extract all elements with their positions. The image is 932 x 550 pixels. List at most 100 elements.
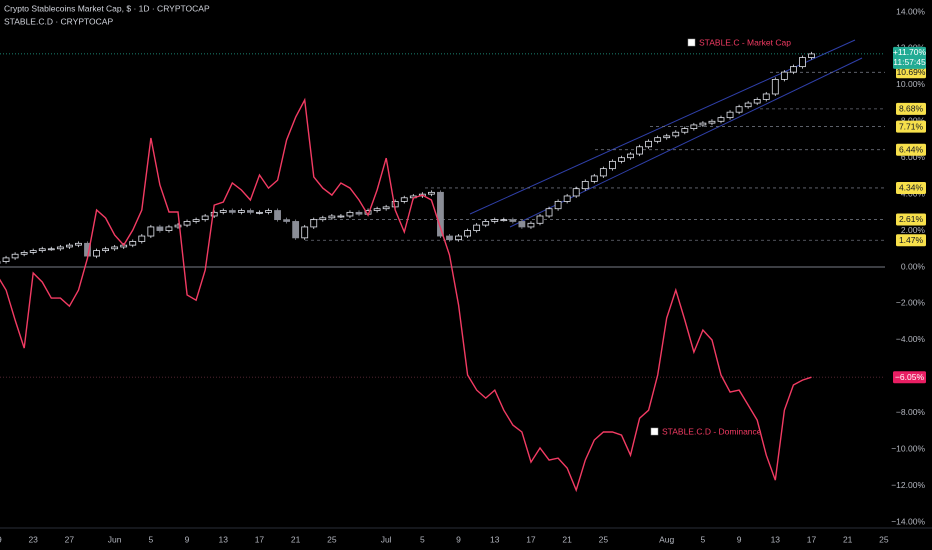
- candle-body: [744, 102, 752, 108]
- x-tick-label: Aug: [659, 534, 674, 544]
- countdown-label: 11:57:45: [893, 57, 926, 67]
- y-tick-label: −2.00%: [896, 298, 926, 308]
- candle-body: [427, 191, 435, 195]
- candle-body: [654, 137, 662, 142]
- candle-body: [56, 246, 64, 250]
- candle-body: [165, 226, 173, 231]
- candle-body: [518, 221, 526, 228]
- price-badge-label: 10.69%: [897, 67, 926, 77]
- candle-body: [219, 210, 227, 213]
- candle-body: [210, 211, 218, 217]
- candle-body: [618, 157, 625, 162]
- last-price-badge: [893, 46, 926, 69]
- candle-body: [599, 168, 607, 177]
- x-tick-label: 13: [771, 534, 781, 544]
- candle-body: [355, 211, 363, 215]
- candle-body: [192, 219, 200, 222]
- candle-body: [2, 257, 10, 262]
- candle-body: [663, 135, 671, 139]
- candle-body: [183, 221, 191, 226]
- y-tick-label: 14.00%: [896, 6, 925, 16]
- price-badge: [896, 66, 926, 79]
- candle-body: [319, 217, 327, 221]
- x-tick-label: 17: [807, 534, 817, 544]
- y-tick-label: 0.00%: [901, 261, 926, 271]
- candle-body: [545, 208, 553, 217]
- candle-body: [246, 210, 254, 213]
- y-tick-label: 6.00%: [901, 152, 926, 162]
- price-badge: [896, 213, 926, 226]
- candle-body: [47, 248, 55, 251]
- candle-body: [446, 235, 453, 241]
- candle-body: [808, 53, 815, 58]
- x-tick-label: 19: [0, 534, 2, 544]
- series-label: STABLE.C - Market Cap: [699, 37, 791, 47]
- x-tick-label: 25: [599, 534, 609, 544]
- candle-body: [228, 210, 236, 213]
- x-tick-label: 21: [562, 534, 572, 544]
- candle-body: [645, 140, 652, 148]
- price-badge-label: 4.34%: [899, 183, 924, 193]
- price-badge: [896, 143, 926, 156]
- candle-body: [373, 208, 381, 211]
- candle-body: [726, 111, 734, 119]
- candle-body: [464, 230, 472, 237]
- x-tick-label: 9: [185, 534, 190, 544]
- candle-body: [437, 191, 444, 237]
- candle-body: [156, 226, 164, 231]
- candle-body: [672, 131, 680, 137]
- price-badge-label: 2.61%: [899, 214, 924, 224]
- candle-body: [527, 222, 535, 228]
- candle-body: [256, 211, 263, 214]
- candle-body: [790, 66, 797, 73]
- price-badge: [896, 181, 926, 194]
- y-tick-label: −4.00%: [896, 334, 926, 344]
- candle-body: [609, 160, 616, 170]
- x-tick-label: 21: [843, 534, 853, 544]
- y-tick-label: −10.00%: [891, 443, 925, 453]
- candle-body: [283, 219, 291, 222]
- legend-icon: [650, 427, 659, 436]
- legend-icon: [687, 38, 696, 47]
- candle-body: [29, 250, 37, 253]
- x-tick-label: 13: [219, 534, 229, 544]
- candle-body: [265, 210, 272, 213]
- dominance-line: [0, 97, 812, 493]
- candle-body: [627, 153, 634, 159]
- candle-body: [799, 57, 806, 68]
- candle-body: [699, 122, 707, 126]
- price-badge: [896, 102, 926, 115]
- candle-body: [681, 128, 689, 133]
- y-tick-label: 2.00%: [901, 225, 926, 235]
- candle-body: [38, 248, 46, 252]
- price-badge-label: 8.68%: [899, 104, 924, 114]
- x-tick-label: 25: [879, 534, 889, 544]
- candle-body: [75, 242, 82, 246]
- x-tick-label: Jun: [108, 534, 122, 544]
- candle-body: [491, 219, 499, 222]
- candle-body: [111, 246, 119, 250]
- candle-body: [301, 226, 309, 239]
- candle-body: [274, 210, 281, 221]
- candle-body: [708, 120, 716, 124]
- candle-body: [735, 106, 743, 113]
- candle-body: [717, 117, 725, 122]
- x-tick-label: 17: [526, 534, 536, 544]
- candle-body: [102, 248, 109, 252]
- x-tick-label: 23: [28, 534, 38, 544]
- candle-body: [500, 219, 508, 222]
- x-tick-label: 25: [327, 534, 337, 544]
- x-tick-label: 21: [291, 534, 301, 544]
- x-tick-label: 27: [65, 534, 75, 544]
- candle-body: [554, 201, 562, 210]
- last-value-label: −6.05%: [895, 372, 925, 382]
- candle-body: [20, 252, 28, 255]
- candle-body: [590, 175, 598, 182]
- y-tick-label: 10.00%: [896, 79, 925, 89]
- candle-body: [581, 180, 589, 190]
- candle-body: [455, 235, 462, 241]
- price-badge-label: 1.47%: [899, 235, 924, 245]
- candle-body: [66, 244, 73, 248]
